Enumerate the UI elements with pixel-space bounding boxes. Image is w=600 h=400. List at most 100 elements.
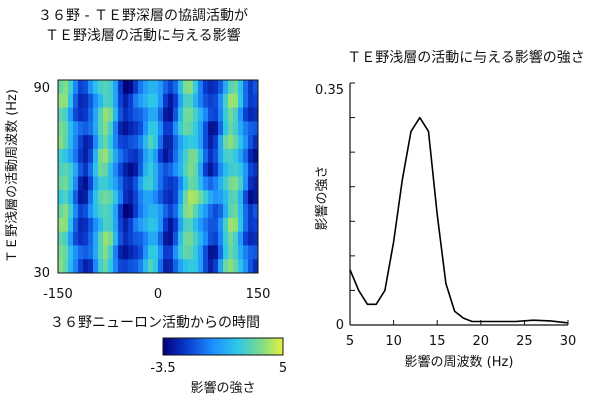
heatmap-cell [108, 245, 114, 260]
heatmap-cell [218, 231, 224, 246]
heatmap-cell [143, 245, 149, 260]
heatmap-cell [118, 217, 124, 233]
heatmap-cell [68, 135, 74, 150]
heatmap-x-axis-label: ３６野ニューロン活動からの時間 [50, 315, 260, 331]
heatmap-cell [88, 245, 94, 260]
heatmap-cell [168, 259, 174, 274]
heatmap-cell [118, 190, 124, 205]
heatmap-cell [108, 204, 114, 219]
heatmap-title-line-1: ３６野 - ＴＥ野深層の協調活動が [38, 8, 248, 24]
heatmap-cell [173, 148, 179, 164]
heatmap-cell [148, 162, 154, 177]
heatmap-cell [188, 245, 194, 260]
heatmap-cell [123, 259, 129, 274]
heatmap-cell [253, 190, 259, 205]
heatmap-cell [243, 176, 249, 191]
heatmap-cell [133, 121, 139, 136]
heatmap-cell [243, 107, 249, 122]
heatmap-title-line-2: ＴＥ野浅層の活動に与える影響 [45, 27, 241, 44]
heatmap-cell [188, 204, 194, 219]
heatmap-cell [78, 162, 84, 177]
heatmap-cell [218, 80, 224, 95]
heatmap-cell [198, 121, 204, 136]
heatmap-cell [173, 121, 179, 136]
heatmap-cell [208, 190, 214, 205]
heatmap-cell [58, 217, 64, 233]
heatmap-cell [83, 148, 89, 164]
heatmap-cell [248, 135, 254, 150]
heatmap-cell [243, 190, 249, 205]
heatmap-cell [183, 148, 189, 164]
heatmap-cell [198, 245, 204, 260]
heatmap-cell [83, 176, 89, 191]
heatmap-cell [128, 93, 134, 108]
heatmap-cell [83, 135, 89, 150]
heatmap-cell [238, 231, 244, 246]
heatmap-cell [188, 231, 194, 246]
heatmap-cell [233, 245, 239, 260]
heatmap-cell [158, 231, 164, 246]
heatmap-cell [178, 176, 184, 191]
heatmap-cell [228, 259, 234, 274]
heatmap-cell [88, 217, 94, 233]
heatmap-cell [133, 204, 139, 219]
heatmap-cell [198, 217, 204, 233]
heatmap-cell [103, 107, 109, 122]
heatmap-cell [153, 80, 159, 95]
heatmap-cell [238, 176, 244, 191]
heatmap-cell [133, 231, 139, 246]
heatmap-cell [183, 259, 189, 274]
heatmap-cell [218, 217, 224, 233]
heatmap-cell [63, 204, 69, 219]
heatmap-cell [218, 176, 224, 191]
heatmap-cell [118, 121, 124, 136]
heatmap-cell [98, 190, 104, 205]
heatmap-cell [88, 176, 94, 191]
heatmap-cell [193, 107, 199, 122]
heatmap-cell [153, 259, 159, 274]
heatmap-cell [93, 80, 99, 95]
heatmap-cell [253, 259, 259, 274]
heatmap-cell [203, 107, 209, 122]
heatmap-cell [113, 245, 119, 260]
heatmap-cell [163, 204, 169, 219]
heatmap-cell [153, 231, 159, 246]
heatmap-cell [68, 176, 74, 191]
heatmap-cell [58, 190, 64, 205]
heatmap-cell [168, 176, 174, 191]
heatmap-x-tick-150: 150 [246, 287, 271, 302]
heatmap-cell [68, 190, 74, 205]
heatmap-cell [133, 245, 139, 260]
colorbar-label: 影響の強さ [190, 380, 255, 396]
heatmap-cell [233, 176, 239, 191]
line-chart-title: ＴＥ野浅層の活動に与える影響の強さ [347, 49, 585, 66]
heatmap-x-tick-0: 0 [154, 287, 162, 302]
line-series-group [349, 116, 569, 324]
heatmap-cell [143, 80, 149, 95]
heatmap-cell [143, 190, 149, 205]
heatmap-cell [238, 217, 244, 233]
heatmap-cell [108, 121, 114, 136]
heatmap-cell [153, 204, 159, 219]
heatmap-cell [193, 176, 199, 191]
heatmap-cell [133, 190, 139, 205]
heatmap-cell [193, 259, 199, 274]
heatmap-cell [153, 245, 159, 260]
heatmap-cell [168, 204, 174, 219]
x-tick-label: 25 [516, 334, 533, 349]
heatmap-cell [248, 148, 254, 164]
heatmap-cell [208, 231, 214, 246]
heatmap-x-tick-minus150: -150 [43, 287, 73, 302]
heatmap-cell [73, 107, 79, 122]
heatmap-cell [213, 217, 219, 233]
heatmap-cell [203, 217, 209, 233]
heatmap-cell [253, 93, 259, 108]
heatmap-cell [148, 176, 154, 191]
heatmap-cell [213, 162, 219, 177]
heatmap-cell [213, 135, 219, 150]
heatmap-cell [198, 80, 204, 95]
heatmap-cell [58, 121, 64, 136]
heatmap-cell [223, 259, 229, 274]
heatmap-cell [78, 135, 84, 150]
heatmap-cell [138, 148, 144, 164]
